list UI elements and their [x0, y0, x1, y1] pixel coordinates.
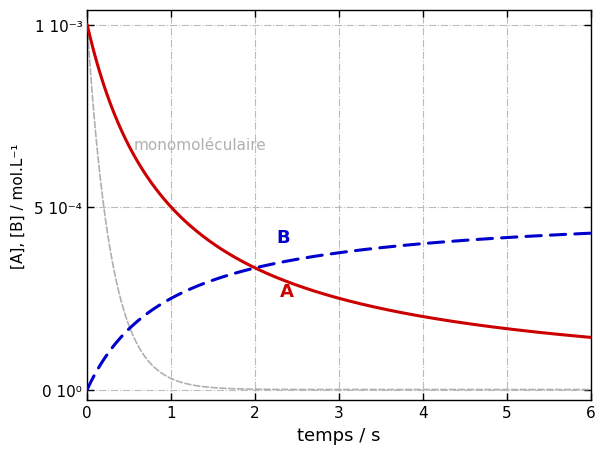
Text: monomoléculaire: monomoléculaire	[134, 137, 266, 152]
Y-axis label: [A], [B] / mol.L⁻¹: [A], [B] / mol.L⁻¹	[11, 143, 26, 268]
Text: A: A	[280, 283, 294, 301]
Text: B: B	[276, 228, 290, 246]
X-axis label: temps / s: temps / s	[297, 426, 381, 444]
